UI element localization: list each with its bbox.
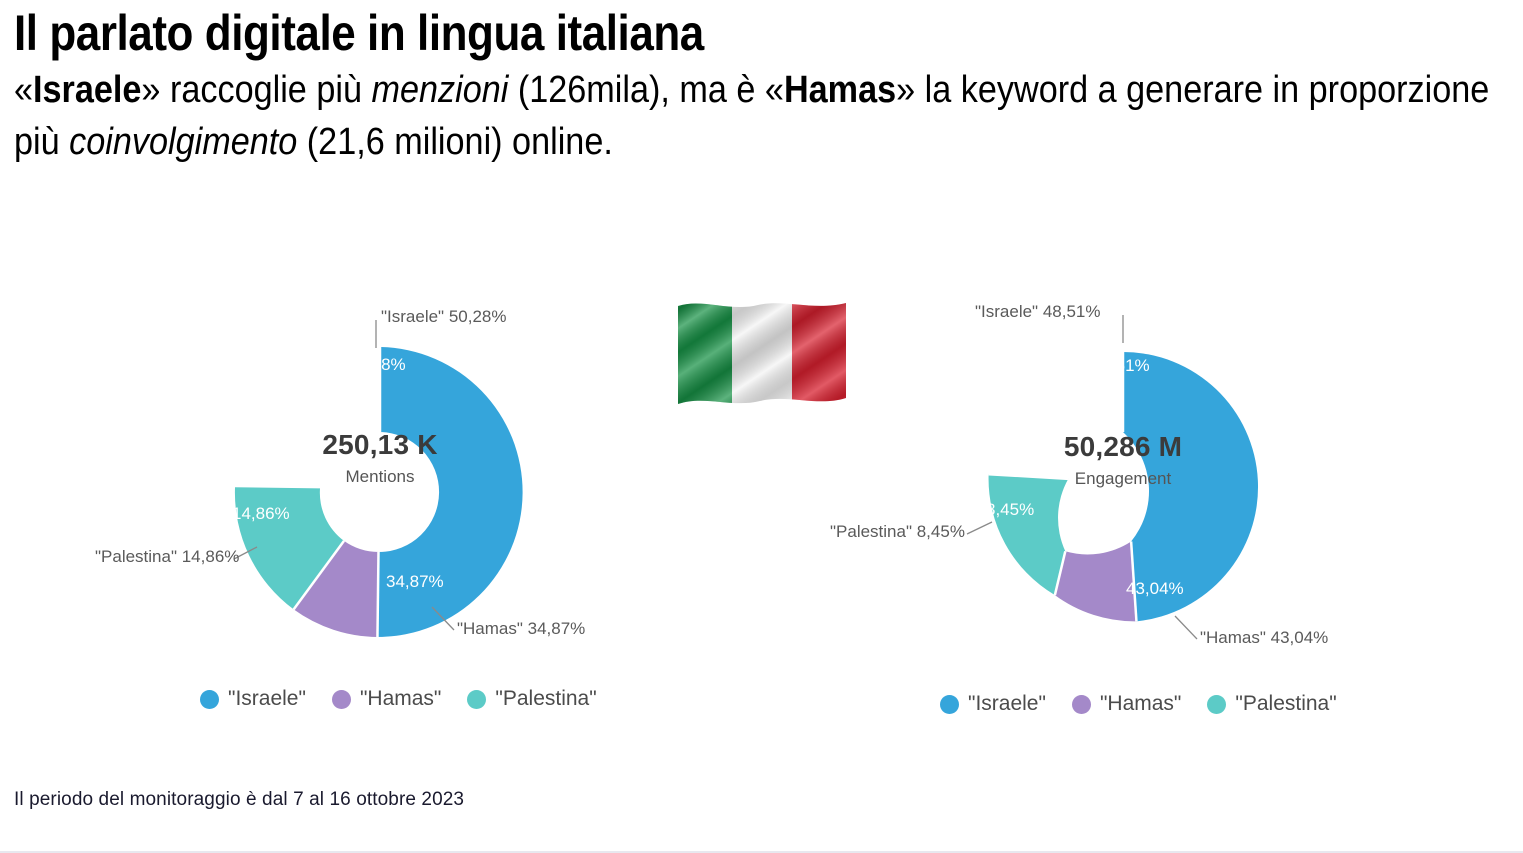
bottom-divider	[0, 851, 1523, 853]
slice-hamas-engagement[interactable]	[1054, 541, 1137, 622]
legend-swatch-palestina-icon	[467, 689, 487, 709]
legend-swatch-israele-icon	[200, 689, 219, 709]
legend-item-palestina-engagement[interactable]: "Palestina"	[1207, 692, 1337, 716]
legend-swatch-palestina-icon	[1207, 694, 1227, 714]
callout-israele-engagement: "Israele" 48,51%	[975, 302, 1101, 321]
callout-palestina-mentions: "Palestina" 14,86%	[95, 547, 240, 566]
slice-value-israele-mentions: 50,28%	[348, 355, 406, 374]
callout-israele-mentions: "Israele" 50,28%	[381, 307, 507, 326]
slice-value-palestina-engagement: 8,45%	[986, 500, 1035, 519]
leader-line-palestina-engagement	[966, 521, 993, 535]
italy-flag-svg	[678, 303, 846, 404]
donut-engagement-leaders	[966, 315, 1198, 640]
footer-note: Il periodo del monitoraggio è dal 7 al 1…	[14, 789, 465, 810]
slice-israele-engagement[interactable]	[1123, 352, 1259, 622]
subtitle-italic-menzioni: menzioni	[371, 69, 509, 111]
header: Il parlato digitale in lingua italiana «…	[14, 4, 1514, 168]
donut-engagement-wrap: 50,286 M Engagement 48,51% 43,04% 8,45% …	[830, 282, 1445, 682]
slice-value-hamas-engagement: 43,04%	[1126, 579, 1184, 598]
legend-mentions: "Israele" "Hamas" "Palestina"	[200, 687, 597, 711]
subtitle-seg-open: «	[14, 69, 34, 111]
legend-item-hamas-engagement[interactable]: "Hamas"	[1071, 692, 1182, 716]
subtitle-italic-coinvolgimento: coinvolgimento	[69, 121, 298, 163]
leader-line-hamas-engagement	[1174, 615, 1198, 640]
subtitle-keyword-israele: Israele	[33, 69, 142, 111]
chart-mentions: 250,13 K Mentions 50,28% 34,87% 14,86% "…	[95, 282, 695, 710]
legend-swatch-hamas-icon	[1071, 694, 1091, 714]
page-title: Il parlato digitale in lingua italiana	[14, 5, 704, 61]
flag-wave-shading	[678, 303, 846, 404]
donut-mentions-ring	[292, 347, 382, 637]
donut-mentions-svg	[234, 347, 523, 637]
legend-item-hamas-mentions[interactable]: "Hamas"	[331, 687, 442, 711]
slice-value-israele-engagement: 48,51%	[1092, 356, 1150, 375]
legend-label-palestina: "Palestina"	[1235, 692, 1337, 715]
donut-engagement-svg	[988, 352, 1259, 622]
subtitle-seg-5: (21,6 milioni) online.	[297, 121, 613, 163]
subtitle-seg-2: » raccoglie più	[141, 69, 372, 111]
legend-swatch-hamas-icon	[331, 689, 351, 709]
slice-israele-mentions[interactable]	[377, 347, 523, 637]
slice-palestina-mentions[interactable]	[234, 487, 344, 610]
slice-value-palestina-mentions: 14,86%	[232, 504, 290, 523]
chart-engagement: 50,286 M Engagement 48,51% 43,04% 8,45% …	[830, 282, 1445, 715]
legend-engagement: "Israele" "Hamas" "Palestina"	[940, 692, 1337, 716]
legend-item-israele-engagement[interactable]: "Israele"	[940, 692, 1046, 716]
italy-flag-icon	[672, 294, 852, 414]
legend-label-israele: "Israele"	[228, 687, 306, 710]
donut-mentions-wrap: 250,13 K Mentions 50,28% 34,87% 14,86% "…	[95, 282, 695, 682]
subtitle-seg-3: (126mila), ma è «	[508, 69, 784, 111]
legend-label-israele: "Israele"	[968, 692, 1046, 715]
leader-line-hamas-mentions	[431, 606, 455, 631]
slice-hamas-mentions[interactable]	[293, 540, 379, 637]
legend-swatch-israele-icon	[940, 694, 959, 714]
subtitle-keyword-hamas: Hamas	[783, 69, 897, 111]
legend-item-israele-mentions[interactable]: "Israele"	[200, 687, 306, 711]
slice-palestina-engagement[interactable]	[988, 474, 1069, 596]
legend-label-palestina: "Palestina"	[495, 687, 597, 710]
legend-label-hamas: "Hamas"	[1099, 692, 1182, 715]
leader-line-palestina-mentions	[233, 546, 258, 560]
donut-mentions-leaders	[233, 320, 455, 631]
legend-item-palestina-mentions[interactable]: "Palestina"	[467, 687, 597, 711]
callout-hamas-engagement: "Hamas" 43,04%	[1200, 628, 1329, 647]
legend-label-hamas: "Hamas"	[359, 687, 442, 710]
slice-value-hamas-mentions: 34,87%	[386, 572, 444, 591]
donut-engagement-ring	[988, 352, 1138, 622]
callout-palestina-engagement: "Palestina" 8,45%	[830, 522, 965, 541]
page-subtitle: «Israele» raccoglie più menzioni (126mil…	[14, 64, 1517, 168]
callout-hamas-mentions: "Hamas" 34,87%	[457, 619, 586, 638]
subtitle-seg-4: » la keyword a generare in proporzione p…	[14, 69, 1490, 163]
